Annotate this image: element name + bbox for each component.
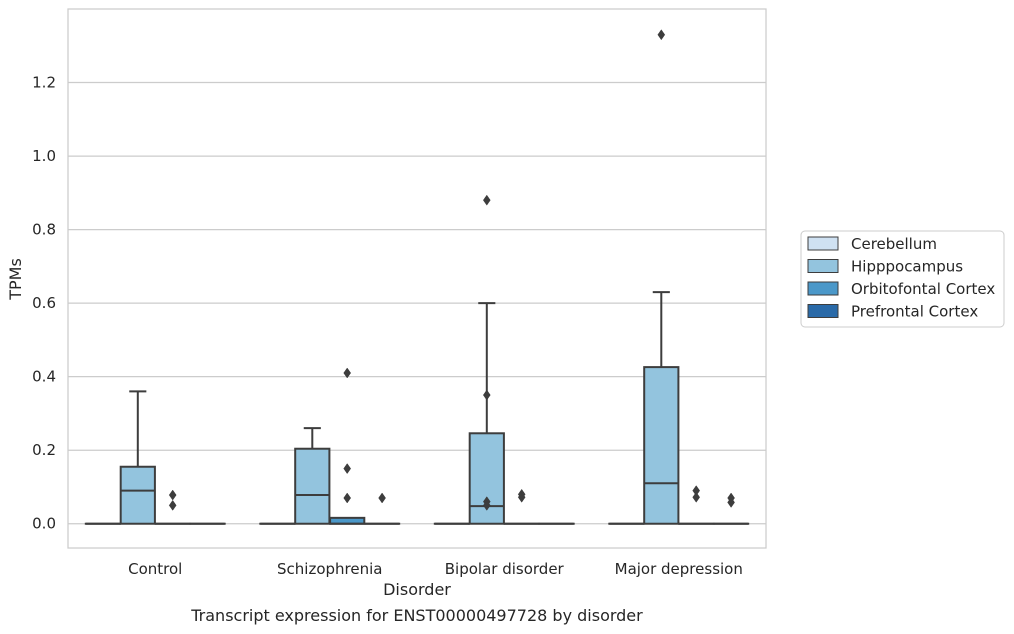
- outlier-point: [343, 463, 352, 475]
- outlier-point: [482, 194, 491, 206]
- gridlines: [68, 81, 766, 525]
- x-axis: Control Schizophrenia Bipolar disorder Majo…: [128, 560, 743, 578]
- legend: Cerebellum Hipppocampus Orbitofontal Corte…: [800, 230, 1005, 328]
- box-body: [643, 366, 680, 525]
- y-axis: 0.0 0.2 0.4 0.6 0.8 1.0 1.2: [32, 74, 56, 533]
- box-body: [294, 447, 331, 525]
- legend-label: Cerebellum: [851, 235, 937, 253]
- box: [154, 489, 191, 525]
- y-tick-label: 0.4: [32, 368, 56, 386]
- outlier-point: [378, 492, 386, 504]
- legend-label: Orbitofontal Cortex: [851, 280, 995, 298]
- x-tick-label: Schizophrenia: [277, 560, 382, 578]
- x-axis-label: Disorder: [383, 580, 451, 599]
- outlier-point: [692, 491, 701, 503]
- y-axis-label: TPMs: [6, 258, 25, 301]
- figure-caption: Transcript expression for ENST0000049772…: [191, 606, 643, 625]
- legend-swatch: [807, 304, 839, 318]
- outlier-point: [727, 496, 735, 508]
- box: [643, 29, 680, 525]
- box: [468, 194, 505, 525]
- legend-label: Prefrontal Cortex: [851, 303, 978, 321]
- y-tick-label: 1.2: [32, 74, 56, 92]
- box: [712, 492, 750, 525]
- y-tick-label: 0.2: [32, 441, 56, 459]
- outlier-point: [168, 499, 177, 511]
- outlier-point: [343, 492, 352, 504]
- outlier-point: [482, 499, 491, 511]
- outlier-point: [482, 389, 491, 401]
- legend-swatch: [807, 236, 839, 251]
- box: [329, 367, 366, 525]
- box: [503, 488, 540, 525]
- box-body: [119, 465, 156, 525]
- x-tick-label: Bipolar disorder: [445, 560, 565, 578]
- legend-box: [800, 230, 1005, 328]
- box: [363, 492, 401, 525]
- y-tick-label: 0.0: [32, 515, 56, 533]
- y-tick-label: 0.6: [32, 294, 56, 312]
- plot-area: [84, 29, 750, 525]
- x-tick-label: Control: [128, 560, 182, 578]
- outlier-point: [168, 489, 177, 501]
- box-body: [468, 432, 505, 525]
- legend-swatch: [807, 259, 839, 273]
- outlier-point: [343, 367, 352, 379]
- y-tick-label: 1.0: [32, 147, 56, 165]
- box: [678, 485, 715, 525]
- plot-frame: [67, 8, 767, 549]
- x-tick-label: Major depression: [615, 560, 743, 578]
- outlier-point: [657, 29, 666, 41]
- legend-label: Hipppocampus: [851, 258, 963, 276]
- outlier-point: [517, 491, 526, 503]
- box: [119, 390, 156, 525]
- box: [294, 427, 331, 525]
- y-tick-label: 0.8: [32, 221, 56, 239]
- legend-swatch: [807, 281, 839, 296]
